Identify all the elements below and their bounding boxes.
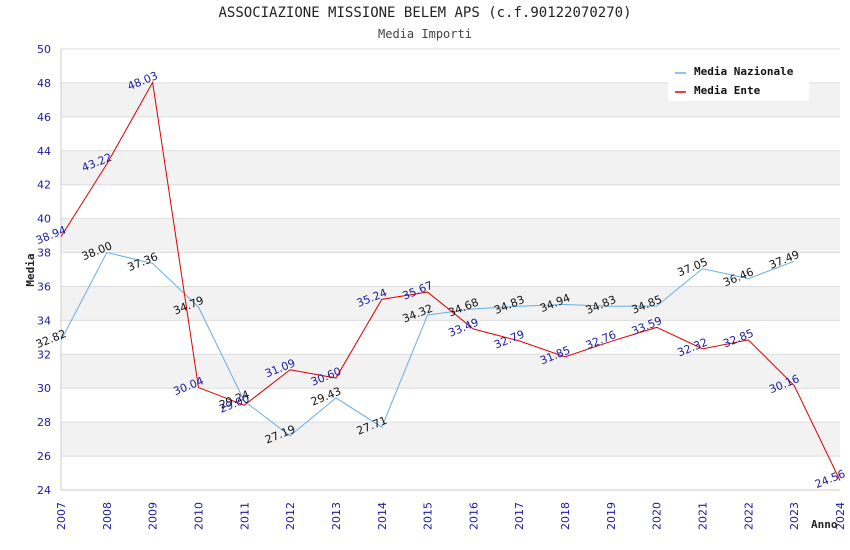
y-tick-label: 24 <box>37 484 51 497</box>
x-tick-label: 2018 <box>559 502 572 530</box>
grid-band <box>61 150 840 185</box>
x-tick-label: 2015 <box>422 502 435 530</box>
x-tick-label: 2022 <box>742 502 755 530</box>
x-tick-label: 2019 <box>605 502 618 530</box>
axes <box>60 49 840 491</box>
grid-band <box>61 286 840 321</box>
legend-label-media-ente: Media Ente <box>694 84 761 97</box>
data-label-media-ente: 32.76 <box>584 328 618 352</box>
series-line-media-ente <box>60 80 841 481</box>
data-label-media-ente: 32.79 <box>492 328 526 352</box>
x-tick-label: 2007 <box>55 502 68 530</box>
y-tick-label: 30 <box>37 382 51 395</box>
y-tick-labels: 24 26 28 30 32 34 36 38 40 42 44 46 48 50 <box>37 43 51 497</box>
y-tick-label: 46 <box>37 111 51 124</box>
grid-band <box>61 354 840 389</box>
y-tick-label: 48 <box>37 77 51 90</box>
x-tick-label: 2017 <box>513 502 526 530</box>
chart-subtitle: Media Importi <box>378 27 472 41</box>
x-tick-labels: 2007 2008 2009 2010 2011 2012 2013 2014 2015 2016… <box>55 502 847 530</box>
x-tick-label: 2010 <box>192 502 205 530</box>
y-tick-label: 36 <box>37 280 51 293</box>
x-tick-label: 2021 <box>697 502 710 530</box>
data-label-media-nazionale: 32.82 <box>34 327 68 351</box>
x-tick-label: 2011 <box>238 502 251 530</box>
x-tick-label: 2016 <box>467 502 480 530</box>
series-line-media-nazionale <box>60 251 795 437</box>
x-tick-label: 2020 <box>651 502 664 530</box>
chart-title: ASSOCIAZIONE MISSIONE BELEM APS (c.f.901… <box>218 5 632 21</box>
legend-background <box>668 60 809 101</box>
data-label-media-nazionale: 36.46 <box>721 265 755 289</box>
y-tick-label: 34 <box>37 314 51 327</box>
data-label-media-ente: 24.56 <box>813 467 847 491</box>
y-tick-label: 44 <box>37 145 51 158</box>
x-tick-label: 2009 <box>147 502 160 530</box>
series-lines <box>60 80 841 481</box>
y-tick-label: 50 <box>37 43 51 56</box>
x-tick-label: 2012 <box>284 502 297 530</box>
legend: Media Nazionale Media Ente <box>668 60 809 101</box>
data-label-media-ente: 32.85 <box>721 327 755 351</box>
x-tick-label: 2013 <box>330 502 343 530</box>
grid-band <box>61 218 840 253</box>
y-tick-label: 42 <box>37 179 51 192</box>
legend-label-media-nazionale: Media Nazionale <box>694 65 794 78</box>
grid-band <box>61 422 840 457</box>
x-axis-label: Anno <box>811 518 838 531</box>
y-axis-label: Media <box>24 253 37 286</box>
y-tick-label: 28 <box>37 416 51 429</box>
x-tick-label: 2023 <box>788 502 801 530</box>
y-tick-label: 40 <box>37 213 51 226</box>
grid-bands <box>61 82 840 457</box>
y-tick-label: 32 <box>37 348 51 361</box>
x-tick-label: 2024 <box>834 502 847 530</box>
data-label-media-nazionale: 37.05 <box>676 255 710 279</box>
x-tick-label: 2014 <box>376 502 389 530</box>
grid-lines <box>61 48 840 491</box>
y-tick-label: 26 <box>37 450 51 463</box>
y-tick-label: 38 <box>37 247 51 260</box>
data-label-media-nazionale: 37.36 <box>126 250 160 274</box>
x-tick-label: 2008 <box>101 502 114 530</box>
